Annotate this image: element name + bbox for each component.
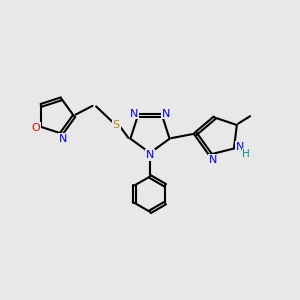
Text: H: H (242, 149, 250, 159)
Text: N: N (130, 109, 138, 118)
Text: N: N (162, 109, 170, 118)
Text: N: N (146, 150, 154, 160)
Text: S: S (112, 120, 120, 130)
Text: N: N (59, 134, 67, 144)
Text: N: N (209, 155, 218, 165)
Text: N: N (236, 142, 244, 152)
Text: O: O (31, 123, 40, 133)
